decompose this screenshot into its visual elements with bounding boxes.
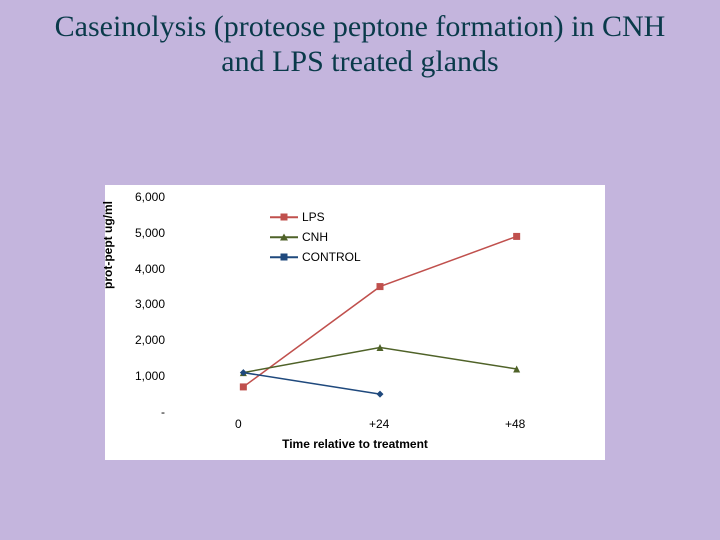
x-tick-48: +48 xyxy=(505,417,525,431)
chart-svg xyxy=(175,197,585,412)
y-tick-2000: 2,000 xyxy=(105,333,165,347)
legend: LPS CNH CONTROL xyxy=(270,207,361,267)
y-tick-4000: 4,000 xyxy=(105,262,165,276)
y-tick-3000: 3,000 xyxy=(105,297,165,311)
x-tick-24: +24 xyxy=(369,417,389,431)
legend-item-cnh: CNH xyxy=(270,227,361,247)
y-tick-5000: 5,000 xyxy=(105,226,165,240)
legend-label-cnh: CNH xyxy=(302,230,328,244)
chart-container: prot-pept ug/ml 6,000 5,000 4,000 3,000 … xyxy=(105,185,605,460)
y-tick-6000: 6,000 xyxy=(105,190,165,204)
y-tick-0: - xyxy=(105,405,165,419)
x-axis-title: Time relative to treatment xyxy=(105,437,605,451)
legend-item-lps: LPS xyxy=(270,207,361,227)
legend-label-lps: LPS xyxy=(302,210,325,224)
legend-swatch-lps xyxy=(270,211,298,223)
legend-swatch-control xyxy=(270,251,298,263)
x-tick-0: 0 xyxy=(235,417,242,431)
legend-item-control: CONTROL xyxy=(270,247,361,267)
legend-label-control: CONTROL xyxy=(302,250,361,264)
plot-area xyxy=(175,197,585,412)
slide-title: Caseinolysis (proteose peptone formation… xyxy=(0,0,720,79)
y-tick-1000: 1,000 xyxy=(105,369,165,383)
legend-swatch-cnh xyxy=(270,231,298,243)
